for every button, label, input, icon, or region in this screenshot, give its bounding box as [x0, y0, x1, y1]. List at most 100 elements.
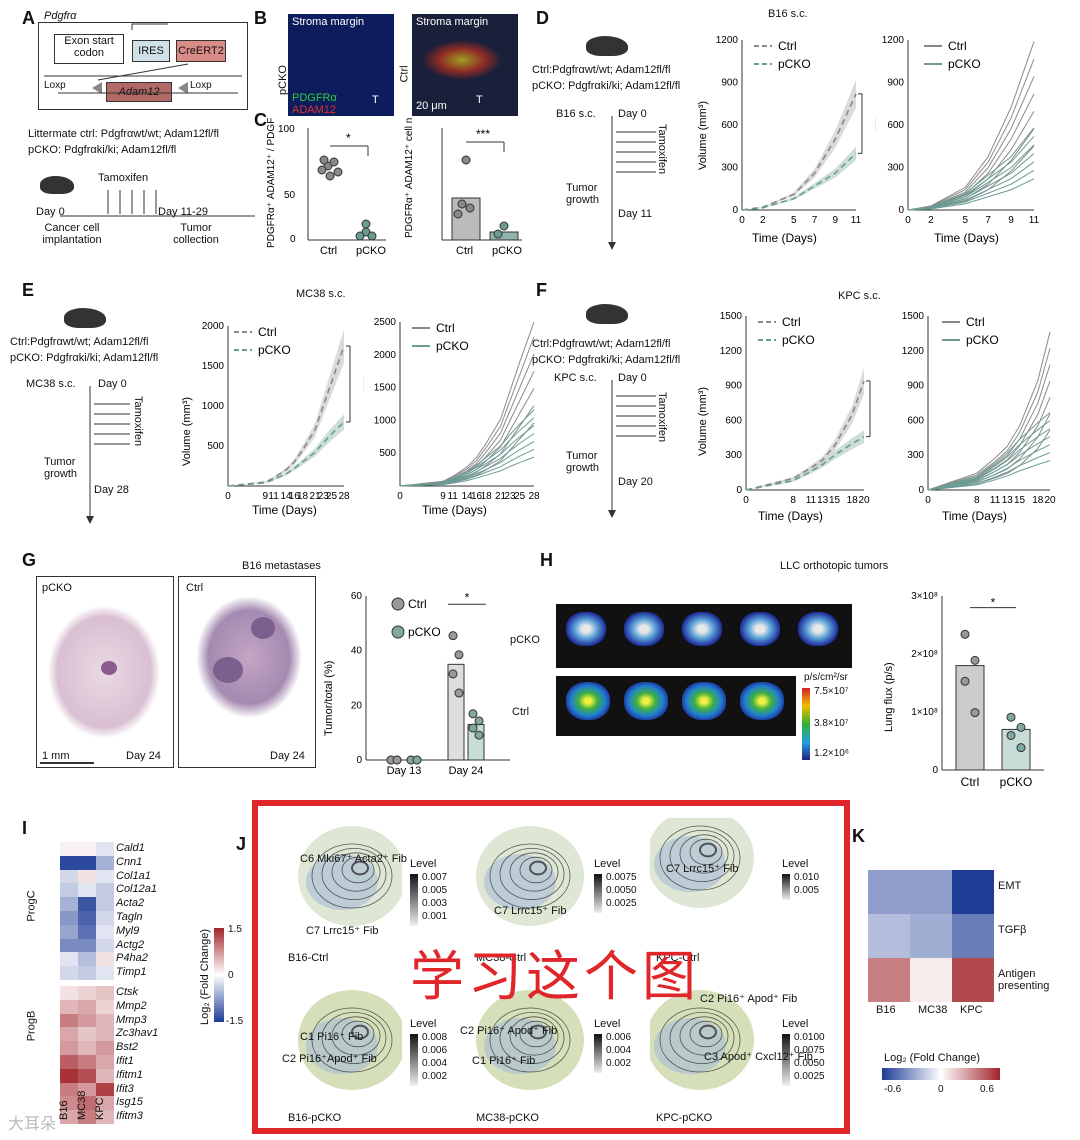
heatmap-i-cell [96, 883, 114, 898]
panel-f-label: F [536, 280, 547, 300]
legend-pcko: pCKO [258, 343, 291, 357]
individual-curve [399, 440, 535, 487]
heatmap-i-cell [78, 1041, 96, 1055]
h-pcko-label: pCKO [510, 634, 540, 646]
umap-level-tick: 0.005 [794, 885, 820, 896]
gene-label: Isg15 [116, 1096, 143, 1109]
density-contour [499, 847, 565, 901]
e-pcko-genotype: pCKO: Pdgfrαki/ki; Adam12fl/fl [10, 352, 159, 364]
k-colorbar [882, 1068, 1000, 1080]
d-individual-chart: Time (Days) 0 300 600 900 1200 0 2 5 7 9 11 Ctrl pCK… [882, 35, 1040, 245]
umap-level-tick: 0.006 [422, 1045, 448, 1056]
heatmap-i-cell [96, 999, 114, 1014]
umap-mc38-ctrl [476, 826, 584, 926]
x-tick: 2 [928, 215, 934, 226]
density-contour [529, 1024, 547, 1040]
y-tick: 0 [918, 485, 924, 496]
heatmap-i-cell [60, 1068, 78, 1083]
g-ylabel: Tumor/total (%) [323, 661, 335, 736]
heatmap-k-col: MC38 [918, 1004, 948, 1016]
loxp-right: Loxp [190, 80, 212, 91]
x-tick: 13 [817, 495, 829, 506]
x-tick: 9 [1008, 215, 1014, 226]
umap-level-bar [410, 874, 418, 926]
y-tick: 1000 [202, 401, 225, 412]
gene-label: Actg2 [116, 938, 145, 951]
pcko-micrograph [288, 14, 394, 116]
e-xlabel-2: Time (Days) [422, 503, 487, 517]
x-tick: 21 [495, 491, 507, 502]
heatmap-k-row: TGFβ [998, 924, 1027, 936]
loxp-left: Loxp [44, 80, 66, 91]
g-day-1: Day 24 [126, 750, 161, 762]
heatmap-i-cell [78, 999, 96, 1014]
density-contour [679, 1016, 729, 1056]
day1129-label: Day 11-29 [158, 206, 208, 218]
heatmap-i-cell [96, 1041, 114, 1055]
heatmap-i-cell [60, 869, 78, 884]
x-tick: 25 [326, 491, 338, 502]
heatmap-i-cell [96, 855, 114, 870]
heatmap-i-col: MC38 [76, 1090, 88, 1120]
construct-box [38, 22, 248, 110]
progc-label: ProgC [25, 890, 38, 922]
y-tick: 600 [907, 415, 924, 426]
x-tick: 23 [505, 491, 517, 502]
dot [474, 730, 484, 740]
umap-level-bar [410, 1034, 418, 1086]
x-tick: 21 [309, 491, 321, 502]
y-tick: 300 [721, 163, 738, 174]
stroma-signal [422, 40, 502, 80]
y-tick: 2500 [374, 317, 397, 328]
y-tick: 60 [351, 591, 363, 602]
ivis-tumor [566, 612, 606, 646]
legend-pcko: pCKO [966, 333, 999, 347]
x-tick: 0 [225, 491, 231, 502]
umap-level-tick: 0.005 [422, 885, 448, 896]
density-contour [509, 1016, 559, 1056]
legend-ctrl: Ctrl [408, 597, 427, 611]
x-tick: 9 [440, 491, 446, 502]
heatmap-i-cell [78, 986, 96, 1000]
umap-title: B16-Ctrl [288, 952, 329, 964]
x-tick: 2 [760, 215, 766, 226]
x-tick: 0 [743, 495, 749, 506]
density-contour [341, 856, 375, 884]
f-dayend: Day 20 [618, 476, 653, 488]
x-tick: 25 [514, 491, 526, 502]
heatmap-i-cell [60, 1110, 78, 1124]
y-tick: 3×10⁸ [911, 591, 938, 602]
y-tick: 2000 [202, 321, 225, 332]
legend-ctrl: Ctrl [782, 315, 801, 329]
x-tick: 0 [905, 215, 911, 226]
tamoxifen-label: Tamoxifen [98, 172, 149, 184]
y-tick: 900 [887, 78, 904, 89]
heatmap-k-cell [952, 958, 994, 1002]
heatmap-i-col: KPC [94, 1097, 106, 1120]
umap-level-tick: 0.006 [606, 1032, 632, 1043]
loxp-triangle [92, 82, 102, 94]
day0-label: Day 0 [36, 206, 65, 218]
heatmap-i-cell [60, 883, 78, 898]
e-model: MC38 s.c. [26, 378, 76, 390]
f-model: KPC s.c. [554, 372, 597, 384]
series-line-ctrl [227, 345, 345, 487]
scale-bar-label: 20 μm [416, 100, 447, 112]
heatmap-i-cell [96, 952, 114, 967]
density-contour [519, 856, 553, 884]
dot [468, 723, 478, 733]
ivis-tumor [682, 612, 722, 646]
pcko-b-label: pCKO [276, 65, 289, 95]
x-tick: 7 [985, 215, 991, 226]
heatmap-i-cell [96, 924, 114, 939]
y-tick: 1200 [720, 346, 743, 357]
panel-a-label: A [22, 8, 35, 28]
d-ylabel: Volume (mm³) [697, 101, 709, 170]
h-c3: 1.2×10⁶ [814, 748, 849, 759]
panel-k-label: K [852, 826, 865, 846]
legend-ctrl: Ctrl [966, 315, 985, 329]
legend-pcko: pCKO [778, 57, 811, 71]
x-tick: 20 [858, 495, 870, 506]
heatmap-i-cell [78, 911, 96, 925]
cluster-label: C2 Pi16⁺ Apod⁺ Fib [700, 993, 798, 1005]
